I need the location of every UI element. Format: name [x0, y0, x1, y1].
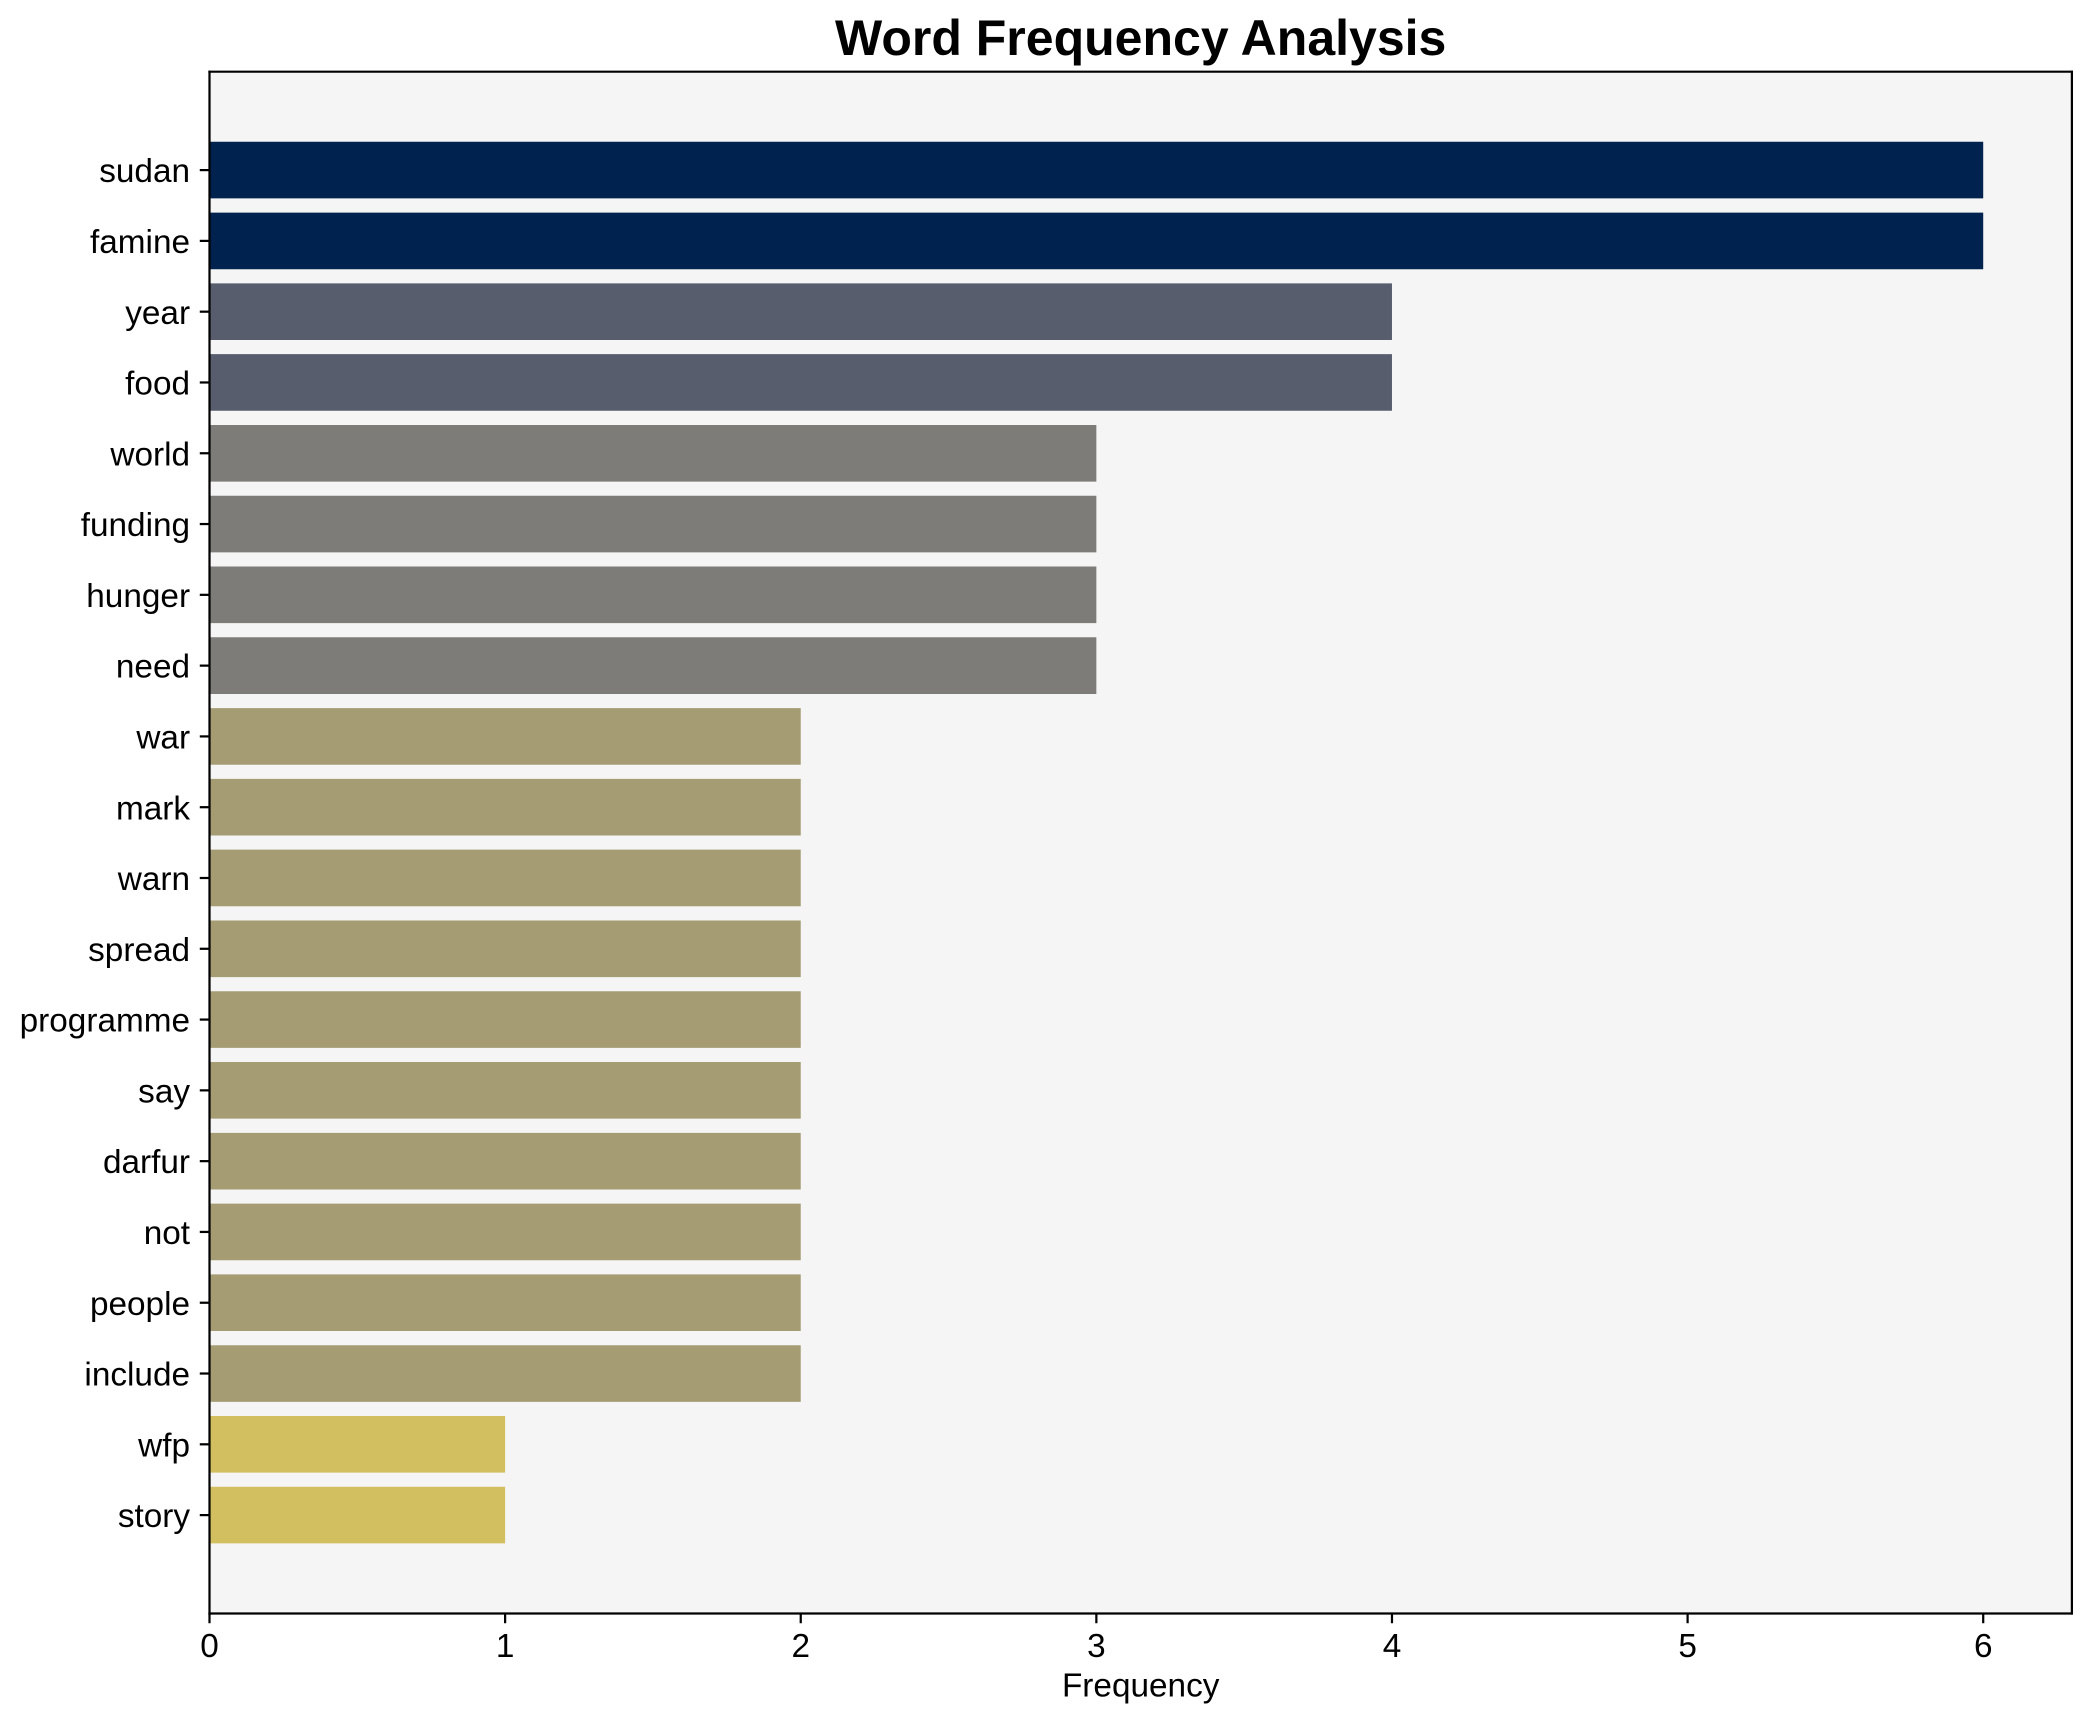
- svg-text:war: war: [135, 719, 190, 756]
- svg-text:6: 6: [1974, 1628, 1993, 1665]
- svg-text:5: 5: [1678, 1628, 1697, 1665]
- svg-text:darfur: darfur: [103, 1144, 190, 1181]
- svg-text:world: world: [109, 436, 190, 473]
- svg-text:not: not: [144, 1215, 191, 1252]
- svg-text:story: story: [118, 1498, 191, 1535]
- svg-text:need: need: [116, 649, 190, 686]
- svg-text:Word Frequency Analysis: Word Frequency Analysis: [835, 10, 1446, 66]
- svg-text:funding: funding: [81, 507, 190, 544]
- svg-text:0: 0: [200, 1628, 219, 1665]
- svg-text:spread: spread: [88, 932, 190, 969]
- svg-text:warn: warn: [117, 861, 190, 898]
- svg-text:1: 1: [496, 1628, 515, 1665]
- svg-text:say: say: [138, 1073, 190, 1110]
- svg-text:include: include: [84, 1357, 190, 1394]
- svg-text:3: 3: [1087, 1628, 1106, 1665]
- svg-text:4: 4: [1383, 1628, 1402, 1665]
- svg-text:sudan: sudan: [99, 153, 190, 190]
- svg-text:wfp: wfp: [137, 1427, 190, 1464]
- svg-text:2: 2: [791, 1628, 810, 1665]
- svg-text:famine: famine: [90, 224, 190, 261]
- svg-text:year: year: [125, 295, 190, 332]
- svg-text:Frequency: Frequency: [1062, 1668, 1220, 1705]
- svg-text:people: people: [90, 1286, 190, 1323]
- svg-text:programme: programme: [20, 1003, 190, 1040]
- svg-text:hunger: hunger: [86, 578, 190, 615]
- svg-text:food: food: [125, 366, 190, 403]
- svg-text:mark: mark: [116, 790, 190, 827]
